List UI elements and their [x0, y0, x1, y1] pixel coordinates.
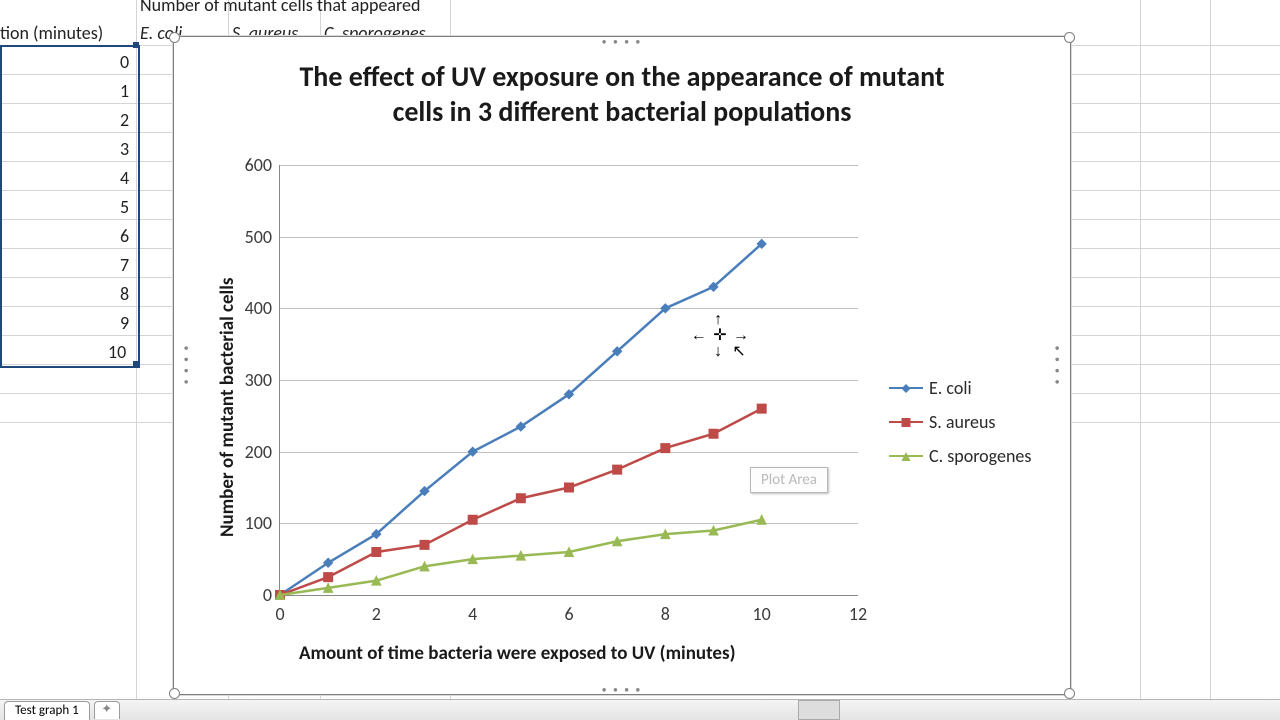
x-tick-label: 4 [468, 603, 477, 625]
legend-item[interactable]: E. coli [889, 375, 1031, 401]
y-tick-label: 0 [263, 584, 272, 606]
resize-handle-tr[interactable] [1064, 32, 1075, 43]
tooltip-plot-area: Plot Area [750, 467, 828, 493]
x-tick-label: 0 [275, 603, 284, 625]
series-marker[interactable] [372, 548, 381, 557]
x-tick-label: 12 [849, 603, 867, 625]
horizontal-scroll-thumb[interactable] [798, 700, 840, 720]
series-marker[interactable] [420, 540, 429, 549]
series-line-e-coli[interactable] [280, 244, 762, 595]
x-tick-label: 8 [661, 603, 670, 625]
series-marker[interactable] [613, 465, 622, 474]
y-tick-label: 200 [245, 441, 272, 463]
legend-swatch [889, 412, 923, 432]
series-marker[interactable] [324, 573, 333, 582]
resize-handle-top[interactable]: • • • • [602, 35, 643, 48]
col-header-time: tion (minutes) [0, 22, 103, 44]
chart-series-svg [280, 165, 858, 595]
series-marker[interactable] [709, 429, 718, 438]
y-tick-label: 100 [245, 512, 272, 534]
chart-object[interactable]: • • • • • • • • • • • • • • • • The effe… [173, 36, 1071, 695]
legend-item[interactable]: S. aureus [889, 409, 1031, 435]
plot-area[interactable]: 0100200300400500600024681012 [279, 165, 858, 596]
resize-handle-br[interactable] [1064, 688, 1075, 699]
y-tick-label: 500 [245, 226, 272, 248]
legend-label: S. aureus [929, 411, 995, 433]
series-marker[interactable] [757, 404, 766, 413]
legend-label: E. coli [929, 377, 972, 399]
legend-item[interactable]: C. sporogenes [889, 443, 1031, 469]
series-marker[interactable] [516, 494, 525, 503]
resize-handle-bl[interactable] [169, 688, 180, 699]
series-marker[interactable] [565, 483, 574, 492]
x-axis-title[interactable]: Amount of time bacteria were exposed to … [299, 642, 736, 665]
add-sheet-button[interactable]: ✦ [94, 701, 120, 719]
resize-handle-tl[interactable] [169, 32, 180, 43]
sheet-tab-bar[interactable]: Test graph 1 ✦ [0, 699, 1280, 720]
y-tick-label: 600 [245, 154, 272, 176]
y-tick-label: 300 [245, 369, 272, 391]
legend-swatch [889, 378, 923, 398]
legend-label: C. sporogenes [929, 445, 1031, 467]
series-marker[interactable] [468, 515, 477, 524]
cursor-move-icon: ↑ ← ✛ → ↓ ↖ [694, 312, 746, 360]
chart-title[interactable]: The effect of UV exposure on the appeara… [174, 59, 1070, 129]
x-tick-label: 10 [753, 603, 771, 625]
x-tick-label: 2 [372, 603, 381, 625]
resize-handle-right[interactable]: • • • • [1051, 345, 1064, 386]
sheet-tab[interactable]: Test graph 1 [4, 701, 90, 720]
legend-swatch [889, 446, 923, 466]
resize-handle-bottom[interactable]: • • • • [602, 683, 643, 696]
resize-handle-left[interactable]: • • • • [180, 345, 193, 386]
legend[interactable]: E. coli S. aureus C. sporogenes [889, 367, 1031, 477]
table-header-partial: Number of mutant cells that appeared [140, 0, 420, 16]
cell-selection[interactable] [0, 45, 140, 368]
y-tick-label: 400 [245, 297, 272, 319]
y-axis-title[interactable]: Number of mutant bacterial cells [216, 278, 239, 537]
series-marker[interactable] [661, 444, 670, 453]
x-tick-label: 6 [564, 603, 573, 625]
